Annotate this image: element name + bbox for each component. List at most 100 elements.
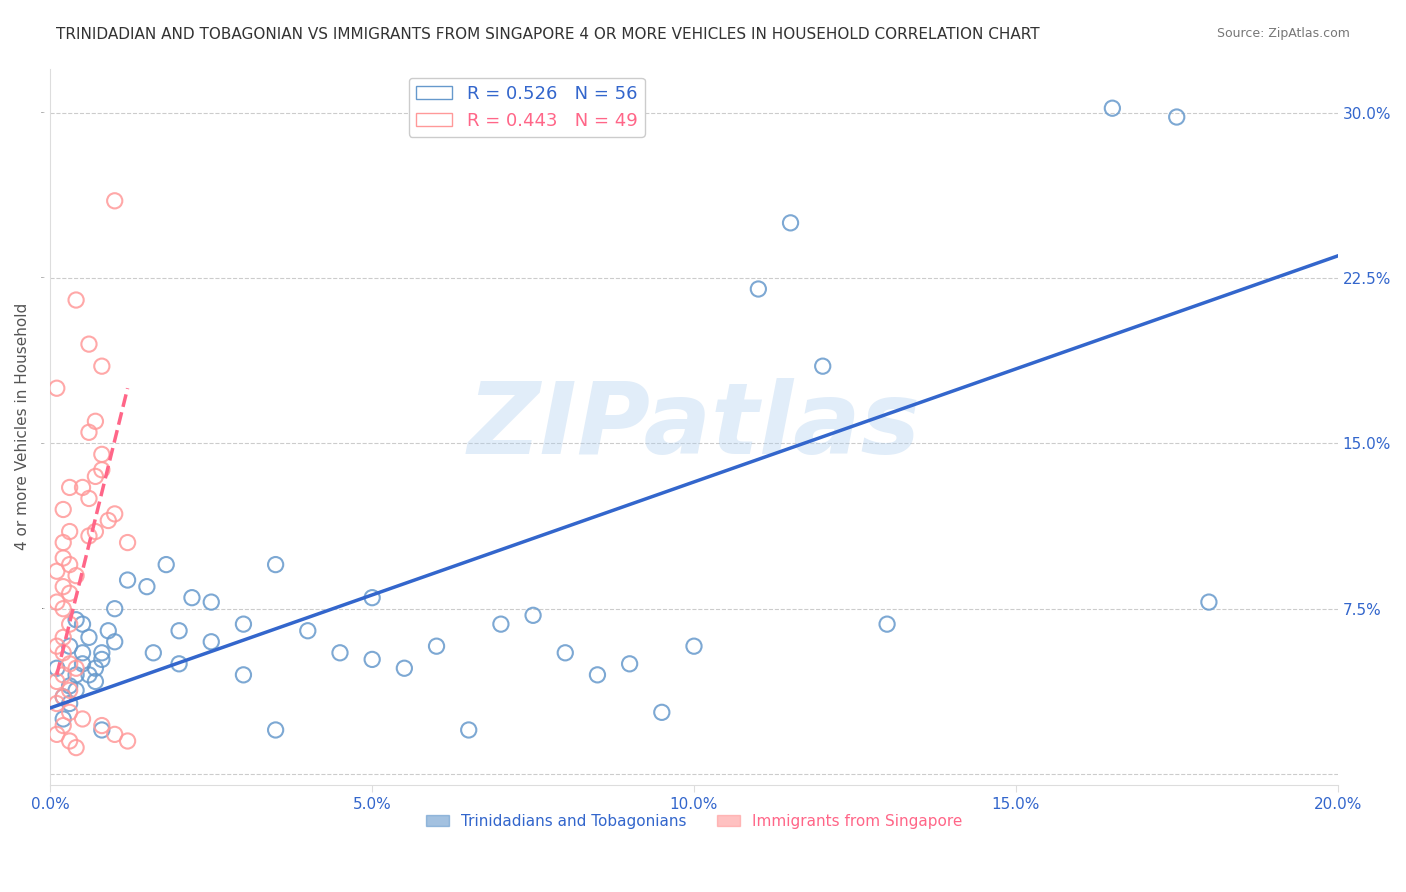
Point [59,586,82,600]
Point [65,613,87,627]
Point [104,634,127,648]
Point [72,617,94,632]
Point [329,646,352,660]
Point [65,740,87,755]
Point [361,591,384,605]
Point [52,601,75,615]
Point [117,573,139,587]
Point [72,712,94,726]
Point [104,601,127,615]
Point [90,463,112,477]
Point [155,558,177,572]
Point [59,679,82,693]
Point [52,551,75,566]
Point [65,668,87,682]
Point [52,668,75,682]
Point [135,580,157,594]
Point [167,657,190,671]
Point [59,734,82,748]
Point [84,414,107,428]
Point [683,639,706,653]
Point [59,639,82,653]
Point [52,712,75,726]
Point [45,381,67,395]
Point [84,469,107,483]
Point [52,631,75,645]
Point [200,595,222,609]
Point [361,652,384,666]
Point [104,727,127,741]
Text: Source: ZipAtlas.com: Source: ZipAtlas.com [1216,27,1350,40]
Point [90,723,112,737]
Point [77,668,100,682]
Point [104,507,127,521]
Point [90,718,112,732]
Point [59,706,82,720]
Point [65,568,87,582]
Point [52,718,75,732]
Point [45,639,67,653]
Point [167,624,190,638]
Point [45,674,67,689]
Point [65,683,87,698]
Point [59,558,82,572]
Point [264,723,287,737]
Point [52,580,75,594]
Point [142,646,165,660]
Point [1198,595,1220,609]
Point [457,723,479,737]
Point [200,634,222,648]
Text: TRINIDADIAN AND TOBAGONIAN VS IMMIGRANTS FROM SINGAPORE 4 OR MORE VEHICLES IN HO: TRINIDADIAN AND TOBAGONIAN VS IMMIGRANTS… [56,27,1040,42]
Point [619,657,641,671]
Point [811,359,834,374]
Point [77,425,100,440]
Point [586,668,609,682]
Point [59,480,82,494]
Point [77,631,100,645]
Point [425,639,447,653]
Point [77,337,100,351]
Point [297,624,319,638]
Point [264,558,287,572]
Point [45,661,67,675]
Legend: Trinidadians and Tobagonians, Immigrants from Singapore: Trinidadians and Tobagonians, Immigrants… [419,807,969,835]
Point [45,564,67,578]
Point [84,674,107,689]
Point [52,646,75,660]
Point [394,661,416,675]
Point [1166,110,1188,124]
Point [59,657,82,671]
Point [72,657,94,671]
Point [90,652,112,666]
Point [181,591,204,605]
Point [52,502,75,516]
Text: ZIPatlas: ZIPatlas [467,378,921,475]
Point [65,661,87,675]
Point [97,514,120,528]
Point [489,617,512,632]
Point [90,646,112,660]
Point [117,535,139,549]
Point [52,690,75,704]
Point [72,480,94,494]
Point [45,727,67,741]
Point [59,617,82,632]
Point [65,293,87,307]
Point [45,595,67,609]
Point [77,491,100,506]
Point [84,661,107,675]
Point [232,668,254,682]
Point [522,608,544,623]
Point [52,535,75,549]
Point [104,194,127,208]
Point [651,706,673,720]
Point [232,617,254,632]
Point [59,524,82,539]
Point [747,282,769,296]
Point [59,683,82,698]
Point [779,216,801,230]
Point [77,529,100,543]
Point [876,617,898,632]
Point [52,690,75,704]
Point [72,646,94,660]
